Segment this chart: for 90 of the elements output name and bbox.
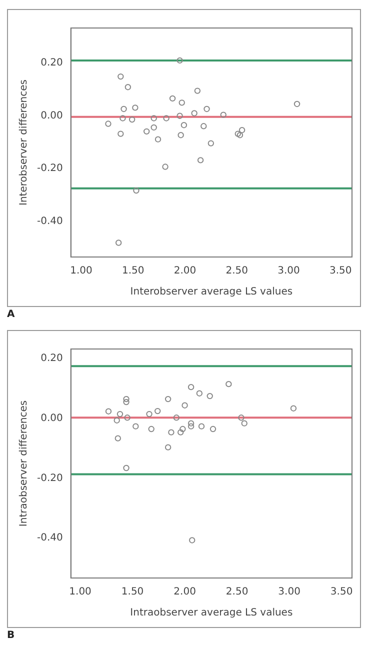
y-tick-label: 0.20: [40, 58, 63, 69]
point: [124, 84, 132, 90]
point: [189, 537, 196, 544]
point: [208, 140, 214, 146]
x-tick-label: 3.00: [278, 586, 300, 598]
point: [226, 380, 232, 388]
x-axis-title: Intraobserver average LS values: [130, 608, 293, 619]
point: [146, 410, 152, 418]
y-tick-label: 0.00: [40, 412, 63, 424]
point: [105, 408, 112, 414]
point: [162, 164, 168, 170]
point: [238, 127, 246, 134]
point: [204, 106, 210, 112]
y-tick-label: -0.40: [37, 216, 63, 227]
point: [191, 110, 198, 116]
point: [123, 396, 130, 402]
point: [105, 120, 112, 127]
x-tick-label: 1.50: [122, 266, 144, 277]
x-tick-label: 3.50: [330, 586, 353, 598]
point: [154, 408, 161, 414]
point: [198, 423, 205, 430]
point: [116, 410, 124, 418]
x-axis-title: Interobserver average LS values: [130, 286, 293, 298]
point: [164, 396, 172, 402]
y-axis-title: Intraobserver differences: [18, 400, 30, 527]
x-tick-label: 2.00: [174, 586, 196, 598]
point: [180, 426, 186, 432]
x-tick-label: 2.50: [226, 266, 248, 277]
point: [188, 420, 194, 426]
point: [132, 104, 138, 111]
point: [132, 423, 139, 430]
point: [182, 402, 188, 408]
y-tick-label: -0.20: [37, 163, 63, 174]
point: [178, 429, 184, 436]
point: [176, 57, 183, 64]
point: [241, 420, 248, 426]
point: [236, 132, 244, 138]
point: [180, 122, 188, 128]
point: [120, 115, 126, 122]
point: [188, 384, 194, 390]
x-tick-label: 3.00: [278, 266, 300, 277]
point: [163, 115, 170, 122]
point: [178, 132, 184, 138]
point: [133, 187, 140, 194]
point: [123, 398, 130, 406]
x-tick-label: 1.00: [69, 586, 92, 598]
y-axis-title: Interobserver differences: [18, 80, 30, 206]
point: [206, 392, 213, 400]
point: [178, 100, 185, 106]
point: [210, 426, 216, 432]
point: [220, 112, 226, 118]
point: [150, 115, 157, 122]
point: [197, 157, 204, 164]
y-tick-label: 0.20: [40, 352, 63, 364]
point: [124, 414, 130, 421]
point: [118, 73, 124, 80]
text: A: [7, 309, 16, 321]
point: [169, 95, 176, 102]
point: [294, 100, 300, 108]
point: [234, 130, 241, 137]
x-tick-label: 1.50: [121, 586, 144, 598]
point: [194, 88, 201, 94]
text: B: [7, 630, 16, 642]
point: [128, 116, 136, 123]
point: [200, 123, 207, 130]
point: [123, 464, 130, 472]
point: [144, 128, 150, 135]
x-tick-label: 1.00: [70, 266, 92, 277]
point: [114, 417, 120, 424]
point: [176, 112, 183, 119]
point: [148, 426, 154, 432]
point: [188, 423, 194, 430]
point: [168, 429, 174, 436]
x-tick-label: 2.50: [226, 586, 248, 598]
x-tick-label: 3.50: [329, 266, 352, 277]
y-tick-label: -0.40: [37, 532, 63, 544]
point: [118, 130, 124, 137]
point: [115, 240, 122, 246]
y-tick-label: 0.00: [40, 110, 63, 122]
point: [196, 390, 203, 396]
point: [154, 136, 162, 142]
x-tick-label: 2.00: [174, 266, 196, 277]
point: [120, 106, 127, 112]
point: [150, 124, 157, 131]
y-tick-label: -0.20: [37, 472, 63, 484]
point: [290, 405, 297, 412]
point: [173, 414, 180, 421]
point: [114, 435, 122, 442]
point: [164, 444, 172, 450]
point: [238, 414, 244, 421]
